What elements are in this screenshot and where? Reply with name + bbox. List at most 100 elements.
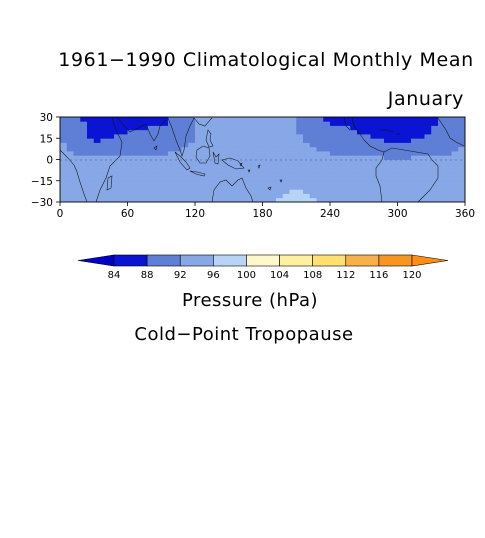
field-cell (451, 172, 459, 177)
field-cell (262, 155, 270, 160)
field-cell (390, 134, 398, 139)
field-cell (282, 159, 290, 165)
field-cell (134, 129, 142, 135)
field-cell (127, 125, 135, 131)
field-cell (262, 189, 270, 194)
field-cell (201, 176, 209, 182)
field-cell (262, 197, 270, 203)
field-cell (114, 121, 122, 126)
field-cell (168, 180, 176, 186)
field-cell (431, 193, 439, 199)
field-cell (458, 185, 466, 190)
field-cell (141, 172, 149, 177)
field-cell (161, 159, 169, 165)
field-cell (154, 159, 162, 165)
field-cell (188, 189, 196, 194)
field-cell (73, 168, 81, 173)
field-cell (363, 168, 371, 173)
field-cell (147, 159, 155, 165)
field-cell (323, 146, 331, 152)
field-cell (154, 172, 162, 177)
field-cell (309, 180, 317, 186)
field-cell (384, 180, 392, 186)
field-cell (451, 138, 459, 143)
field-cell (417, 125, 425, 131)
field-cell (107, 168, 115, 173)
field-cell (384, 159, 392, 165)
field-cell (100, 193, 108, 199)
field-cell (390, 138, 398, 143)
field-cell (208, 168, 216, 173)
field-cell (73, 134, 81, 139)
field-cell (168, 197, 176, 203)
field-cell (80, 159, 88, 165)
field-cell (93, 142, 101, 148)
field-cell (215, 197, 223, 203)
field-cell (235, 134, 243, 139)
field-cell (276, 172, 284, 177)
field-cell (161, 185, 169, 190)
field-cell (404, 142, 412, 148)
colorbar-swatch (378, 254, 413, 267)
field-cell (80, 163, 88, 169)
field-cell (370, 142, 378, 148)
field-cell (188, 117, 196, 122)
field-cell (282, 138, 290, 143)
field-cell (289, 117, 297, 122)
field-cell (350, 138, 358, 143)
field-cell (255, 138, 263, 143)
field-cell (201, 163, 209, 169)
field-cell (235, 138, 243, 143)
field-cell (323, 176, 331, 182)
field-cell (424, 172, 432, 177)
field-cell (377, 125, 385, 131)
field-cell (438, 163, 446, 169)
field-cell (336, 121, 344, 126)
field-cell (127, 189, 135, 194)
field-cell (451, 151, 459, 156)
field-cell (195, 151, 203, 156)
field-cell (357, 117, 365, 122)
field-cell (343, 159, 351, 165)
field-cell (195, 142, 203, 148)
field-cell (249, 121, 257, 126)
field-cell (323, 142, 331, 148)
field-cell (390, 142, 398, 148)
field-cell (438, 193, 446, 199)
field-cell (289, 189, 297, 194)
field-cell (336, 151, 344, 156)
field-cell (161, 129, 169, 135)
field-cell (390, 117, 398, 122)
field-cell (330, 125, 338, 131)
field-cell (242, 117, 250, 122)
field-cell (188, 134, 196, 139)
field-cell (114, 151, 122, 156)
colorbar-label: 120 (402, 270, 421, 281)
field-cell (80, 197, 88, 203)
field-cell (66, 193, 74, 199)
field-cell (417, 117, 425, 122)
field-cell (120, 121, 128, 126)
field-cell (161, 155, 169, 160)
field-cell (316, 129, 324, 135)
field-cell (134, 117, 142, 122)
colorbar-swatch (213, 254, 247, 267)
field-cell (289, 197, 297, 203)
field-cell (289, 151, 297, 156)
field-cell (215, 138, 223, 143)
field-cell (397, 176, 405, 182)
field-cell (174, 121, 182, 126)
field-cell (323, 138, 331, 143)
field-cell (350, 176, 358, 182)
field-cell (390, 155, 398, 160)
field-cell (222, 172, 230, 177)
field-cell (451, 129, 459, 135)
field-cell (370, 180, 378, 186)
field-cell (127, 151, 135, 156)
field-cell (350, 193, 358, 199)
field-cell (120, 138, 128, 143)
field-cell (417, 185, 425, 190)
field-cell (289, 193, 297, 199)
field-cell (215, 168, 223, 173)
field-cell (100, 138, 108, 143)
